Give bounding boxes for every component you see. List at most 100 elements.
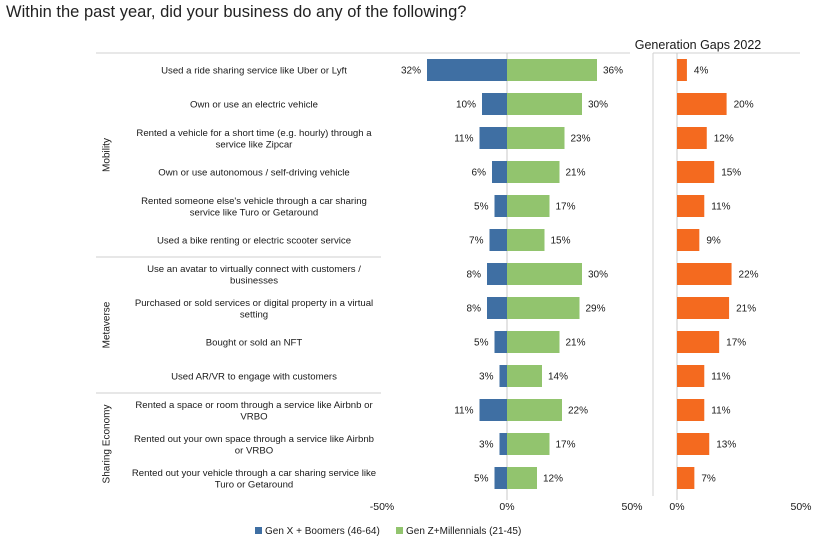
- legend-label-gen-x-boomers: Gen X + Boomers (46-64): [265, 526, 380, 537]
- category-label: or VRBO: [235, 445, 273, 456]
- bar-generation-gap: [677, 229, 700, 251]
- data-label-generation-gap: 12%: [714, 134, 734, 145]
- bar-gen-z-millennials: [507, 331, 560, 353]
- bar-gen-x-boomers: [479, 127, 507, 149]
- bar-gen-x-boomers: [489, 229, 507, 251]
- category-label: service like Zipcar: [216, 139, 294, 150]
- data-label-gen-x-boomers: 3%: [479, 440, 494, 451]
- data-label-generation-gap: 21%: [736, 304, 756, 315]
- bar-generation-gap: [677, 161, 715, 183]
- bar-gen-z-millennials: [507, 365, 542, 387]
- data-label-gen-x-boomers: 8%: [467, 270, 482, 281]
- data-label-generation-gap: 17%: [726, 338, 746, 349]
- bar-gen-z-millennials: [507, 433, 550, 455]
- gap-chart-title: Generation Gaps 2022: [635, 38, 762, 52]
- data-label-gen-z-millennials: 14%: [548, 372, 568, 383]
- bar-generation-gap: [677, 93, 727, 115]
- bar-gen-z-millennials: [507, 297, 580, 319]
- category-label: Rented a space or room through a service…: [135, 400, 373, 411]
- data-label-generation-gap: 13%: [716, 440, 736, 451]
- data-label-gen-x-boomers: 8%: [467, 304, 482, 315]
- bar-generation-gap: [677, 331, 720, 353]
- category-label: Bought or sold an NFT: [206, 338, 303, 349]
- data-label-gen-x-boomers: 7%: [469, 236, 484, 247]
- category-label: Rented out your own space through a serv…: [134, 434, 374, 445]
- data-label-gen-x-boomers: 32%: [401, 66, 421, 77]
- category-label: businesses: [230, 275, 278, 286]
- x-tick-label: 0%: [499, 501, 514, 513]
- data-label-gen-x-boomers: 5%: [474, 338, 489, 349]
- bar-gen-z-millennials: [507, 195, 550, 217]
- gap-x-tick-label: 50%: [790, 501, 811, 513]
- group-label-metaverse: Metaverse: [102, 301, 113, 348]
- bar-generation-gap: [677, 433, 710, 455]
- category-label: Purchased or sold services or digital pr…: [135, 298, 373, 309]
- data-label-generation-gap: 11%: [711, 372, 730, 383]
- bar-gen-x-boomers: [482, 93, 507, 115]
- data-label-generation-gap: 11%: [711, 202, 730, 213]
- legend-swatch-gen-x-boomers: [255, 527, 262, 534]
- bar-gen-x-boomers: [499, 433, 507, 455]
- bar-gen-z-millennials: [507, 263, 582, 285]
- bar-gen-x-boomers: [487, 297, 507, 319]
- category-label: Rented out your vehicle through a car sh…: [132, 468, 376, 479]
- bar-gen-z-millennials: [507, 127, 565, 149]
- data-label-gen-x-boomers: 5%: [474, 474, 489, 485]
- data-label-gen-z-millennials: 17%: [556, 440, 576, 451]
- data-label-gen-x-boomers: 11%: [454, 406, 473, 417]
- bar-gen-z-millennials: [507, 399, 562, 421]
- x-tick-label: 50%: [621, 501, 642, 513]
- bar-gen-x-boomers: [499, 365, 507, 387]
- data-label-gen-z-millennials: 17%: [556, 202, 576, 213]
- bar-generation-gap: [677, 59, 687, 81]
- data-label-gen-z-millennials: 36%: [603, 66, 623, 77]
- bar-generation-gap: [677, 195, 705, 217]
- category-label: setting: [240, 309, 268, 320]
- bar-gen-z-millennials: [507, 229, 545, 251]
- chart-title: Within the past year, did your business …: [6, 3, 467, 21]
- data-label-gen-x-boomers: 10%: [456, 100, 476, 111]
- gap-x-tick-label: 0%: [669, 501, 684, 513]
- data-label-gen-z-millennials: 29%: [586, 304, 606, 315]
- legend-swatch-gen-z-millennials: [396, 527, 403, 534]
- category-label: Rented a vehicle for a short time (e.g. …: [136, 128, 372, 139]
- group-label-mobility: Mobility: [102, 138, 113, 172]
- data-label-gen-z-millennials: 21%: [566, 168, 586, 179]
- bar-gen-x-boomers: [479, 399, 507, 421]
- bar-gen-x-boomers: [494, 467, 507, 489]
- data-label-gen-x-boomers: 6%: [472, 168, 487, 179]
- bar-gen-x-boomers: [494, 195, 507, 217]
- category-label: Used a bike renting or electric scooter …: [157, 236, 351, 247]
- bar-generation-gap: [677, 467, 695, 489]
- data-label-gen-z-millennials: 30%: [588, 100, 608, 111]
- bar-generation-gap: [677, 263, 732, 285]
- data-label-generation-gap: 9%: [706, 236, 721, 247]
- data-label-generation-gap: 22%: [739, 270, 759, 281]
- legend-label-gen-z-millennials: Gen Z+Millennials (21-45): [406, 526, 521, 537]
- data-label-gen-z-millennials: 12%: [543, 474, 563, 485]
- data-label-gen-x-boomers: 3%: [479, 372, 494, 383]
- data-label-generation-gap: 20%: [734, 100, 754, 111]
- data-label-generation-gap: 15%: [721, 168, 741, 179]
- data-label-generation-gap: 4%: [694, 66, 709, 77]
- data-label-generation-gap: 11%: [711, 406, 730, 417]
- bar-gen-x-boomers: [487, 263, 507, 285]
- data-label-gen-x-boomers: 11%: [454, 134, 473, 145]
- data-label-gen-z-millennials: 22%: [568, 406, 588, 417]
- category-label: VRBO: [240, 411, 267, 422]
- data-label-gen-z-millennials: 21%: [566, 338, 586, 349]
- category-label: Own or use an electric vehicle: [190, 100, 318, 111]
- bar-generation-gap: [677, 365, 705, 387]
- bar-gen-z-millennials: [507, 467, 537, 489]
- category-label: Used AR/VR to engage with customers: [171, 372, 337, 383]
- category-label: Rented someone else's vehicle through a …: [141, 196, 367, 207]
- category-label: Used a ride sharing service like Uber or…: [161, 66, 347, 77]
- category-label: Use an avatar to virtually connect with …: [147, 264, 361, 275]
- bar-gen-x-boomers: [492, 161, 507, 183]
- data-label-gen-z-millennials: 30%: [588, 270, 608, 281]
- bar-gen-x-boomers: [427, 59, 507, 81]
- category-label: Own or use autonomous / self-driving veh…: [158, 168, 349, 179]
- bar-generation-gap: [677, 297, 730, 319]
- data-label-gen-z-millennials: 15%: [551, 236, 571, 247]
